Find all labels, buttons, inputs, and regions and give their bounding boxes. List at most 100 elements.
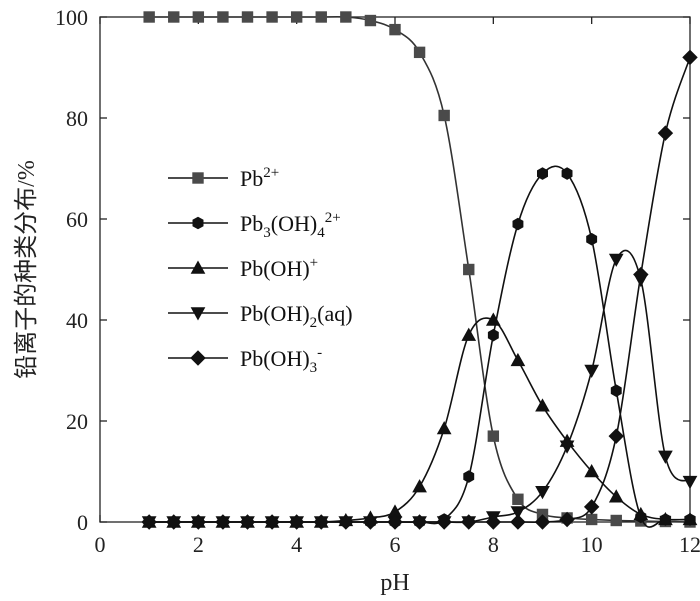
legend-text: Pb(OH): [240, 301, 310, 326]
data-point: [217, 11, 229, 23]
data-point: [463, 470, 475, 483]
data-point: [485, 312, 501, 326]
legend-item: Pb3(OH)42+: [168, 210, 341, 241]
data-point: [537, 167, 548, 180]
data-point: [166, 514, 182, 530]
legend-text: Pb: [240, 211, 263, 236]
legend-text: Pb: [240, 166, 263, 191]
data-point: [461, 514, 477, 530]
series-layer: [141, 11, 698, 530]
legend-item: Pb(OH)+: [168, 255, 318, 281]
data-point: [288, 514, 305, 530]
data-point: [215, 514, 231, 530]
x-tick-label: 2: [193, 532, 204, 557]
data-point: [633, 266, 649, 283]
data-point: [561, 167, 573, 180]
data-point: [264, 514, 280, 530]
data-point: [608, 253, 624, 267]
data-point: [559, 440, 575, 454]
legend-text: (aq): [317, 301, 352, 326]
y-tick-label: 80: [66, 106, 88, 131]
data-point: [340, 11, 352, 23]
legend-sub: 2: [310, 315, 318, 331]
data-point: [463, 263, 475, 276]
data-point: [436, 514, 452, 530]
plot-frame: [99, 16, 691, 523]
data-point: [534, 514, 551, 530]
data-point: [633, 506, 649, 521]
legend-marker: [190, 307, 206, 321]
y-tick-label: 60: [66, 207, 88, 232]
data-point: [313, 514, 329, 530]
data-point: [461, 327, 477, 341]
legend-label: Pb(OH)3-: [240, 345, 322, 376]
series-diamond: [141, 49, 698, 530]
x-tick-label: 4: [291, 532, 302, 557]
data-point: [682, 511, 698, 526]
axes: 0 2 4 6 8 10 12 0 20 40 60 80 100: [55, 5, 700, 557]
data-point: [438, 109, 450, 122]
data-point: [362, 514, 379, 530]
legend-text: Pb(OH): [240, 256, 310, 281]
data-point: [387, 514, 403, 530]
data-point: [436, 421, 452, 435]
legend-sub: 4: [317, 225, 325, 241]
data-point: [535, 398, 550, 412]
data-point: [510, 352, 526, 367]
data-point: [141, 514, 157, 530]
data-point: [364, 14, 377, 27]
data-point: [192, 11, 205, 23]
series-hexagon: [143, 165, 696, 529]
legend-sub: 3: [263, 225, 271, 241]
series-triangle-up: [141, 312, 698, 528]
data-point: [168, 11, 180, 23]
data-point: [485, 514, 502, 530]
legend-label: Pb3(OH)42+: [240, 210, 341, 241]
data-point: [389, 23, 401, 36]
y-tick-label: 20: [66, 409, 88, 434]
legend-sup: 2+: [263, 165, 279, 181]
data-point: [239, 514, 256, 530]
data-point: [535, 486, 550, 500]
data-point: [682, 49, 698, 66]
data-point: [658, 450, 673, 464]
legend-label: Pb2+: [240, 165, 279, 191]
data-point: [610, 384, 622, 397]
series-line: [149, 57, 691, 523]
data-point: [143, 11, 155, 23]
y-tick-label: 100: [55, 5, 88, 30]
legend-label: Pb(OH)2(aq): [240, 301, 353, 331]
data-point: [585, 513, 598, 526]
data-point: [241, 11, 254, 23]
data-point: [559, 511, 575, 528]
legend-sub: 3: [310, 360, 318, 376]
data-point: [510, 514, 526, 530]
data-point: [682, 475, 698, 490]
data-point: [487, 430, 500, 442]
data-point: [315, 11, 327, 23]
data-point: [657, 125, 674, 141]
legend-item: Pb(OH)2(aq): [168, 301, 353, 331]
data-point: [584, 364, 600, 379]
legend-marker: [192, 216, 204, 230]
x-tick-label: 6: [390, 532, 401, 557]
data-point: [411, 514, 428, 530]
data-point: [584, 463, 600, 478]
legend-sup: +: [310, 255, 318, 271]
x-tick-label: 12: [679, 532, 700, 557]
x-axis-title: pH: [380, 570, 409, 596]
data-point: [512, 217, 524, 231]
x-tick-label: 10: [581, 532, 603, 557]
data-point: [583, 499, 600, 515]
data-point: [266, 11, 278, 23]
legend-marker: [190, 350, 206, 366]
x-tick-label: 0: [95, 532, 106, 557]
data-point: [512, 493, 524, 505]
data-point: [610, 514, 622, 527]
data-point: [412, 479, 427, 493]
data-point: [190, 514, 207, 530]
data-point: [487, 328, 499, 342]
data-point: [608, 428, 624, 444]
legend-marker: [192, 172, 204, 184]
x-tick-label: 8: [488, 532, 499, 557]
